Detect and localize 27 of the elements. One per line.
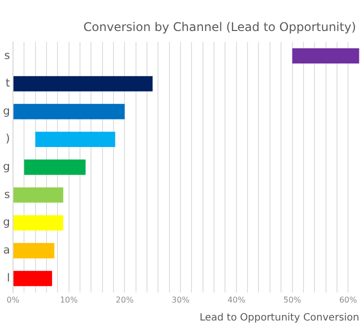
bar [13,76,153,92]
y-tick-label: g [3,104,10,118]
x-tick-label: 60% [339,295,358,304]
x-tick-label: 0% [6,295,20,304]
chart-title: Conversion by Channel (Lead to Opportunity) [83,20,356,34]
y-tick-label: s [4,48,10,62]
bar [13,270,52,286]
y-tick-label: g [3,216,10,229]
y-tick-label: s [4,188,10,201]
x-tick-label: 50% [283,295,302,304]
y-tick-label: t [6,76,11,90]
bar [24,160,86,175]
bar [13,104,125,120]
bar [292,48,360,64]
y-tick-label: l [6,271,10,284]
y-tick-label: ) [6,132,10,146]
y-tick-label: a [3,244,10,257]
x-tick-label: 10% [60,295,78,304]
x-axis-title: Lead to Opportunity Conversion [200,312,360,324]
x-tick-label: 40% [228,295,246,304]
x-tick-label: 30% [172,295,190,304]
bar [13,215,64,230]
bar [13,243,54,258]
y-tick-label: g [3,160,10,174]
bar [13,187,64,203]
bar [35,132,116,148]
x-tick-label: 20% [116,295,134,304]
